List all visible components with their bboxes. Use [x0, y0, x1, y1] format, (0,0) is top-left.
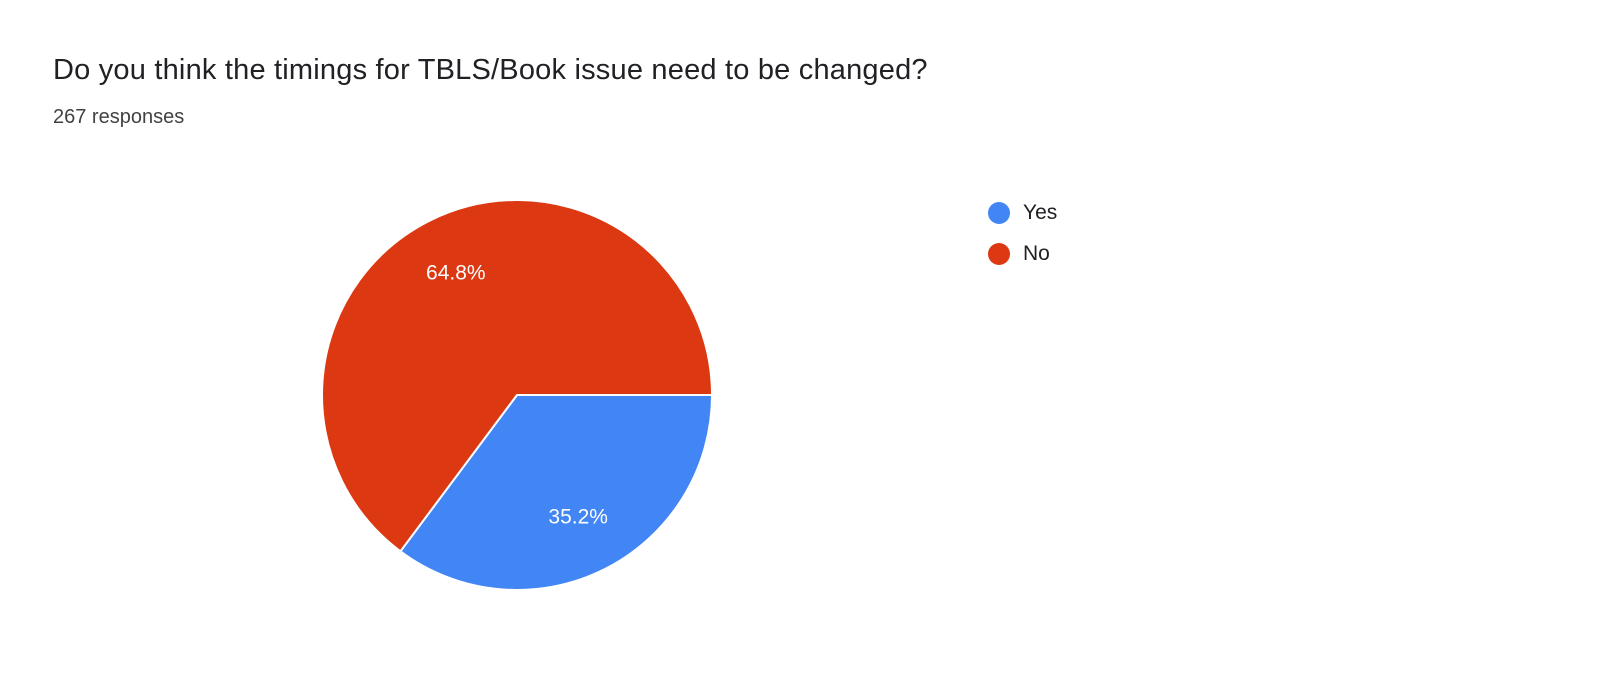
legend-label-no: No — [1023, 242, 1050, 265]
legend-item-no: No — [988, 242, 1057, 266]
legend-swatch-no — [988, 243, 1010, 265]
legend-label-yes: Yes — [1023, 201, 1058, 224]
pie-slice-yes — [399, 394, 713, 592]
legend-item-yes: Yes — [988, 201, 1057, 225]
pie-slice-label-no: 64.8% — [426, 262, 486, 285]
pie-chart-svg: 35.2% 64.8% — [321, 199, 713, 592]
pie-chart: 35.2% 64.8% — [318, 196, 716, 594]
pie-slice-no — [321, 199, 713, 553]
legend-swatch-yes — [988, 202, 1010, 224]
chart-legend: Yes No — [988, 201, 1057, 266]
response-count: 267 responses — [53, 106, 185, 128]
question-title: Do you think the timings for TBLS/Book i… — [53, 54, 928, 86]
pie-slice-label-yes: 35.2% — [548, 506, 608, 529]
